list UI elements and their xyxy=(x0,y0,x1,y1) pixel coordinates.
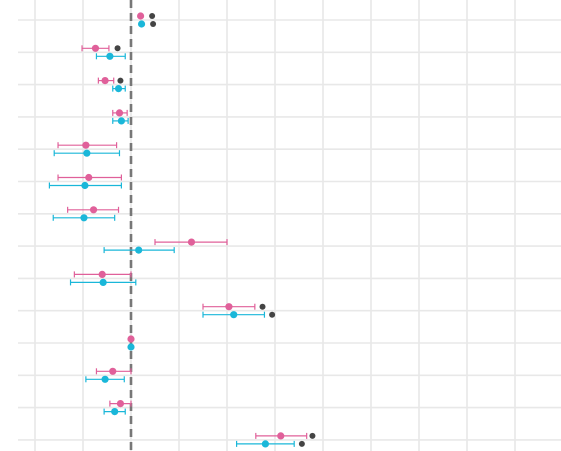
significance-dot xyxy=(269,311,276,318)
data-point xyxy=(101,375,109,383)
data-point xyxy=(82,141,90,149)
significance-dot xyxy=(149,13,156,19)
data-point xyxy=(91,44,100,52)
data-point xyxy=(127,343,135,351)
data-point xyxy=(101,77,109,85)
data-point xyxy=(109,367,117,375)
data-point xyxy=(98,270,106,278)
data-point xyxy=(81,181,89,190)
data-point xyxy=(80,214,88,222)
grid-lines xyxy=(18,0,561,451)
data-point xyxy=(85,173,93,182)
data-point xyxy=(117,117,125,125)
data-marks xyxy=(48,12,316,448)
significance-dot xyxy=(298,440,305,447)
data-point xyxy=(137,20,146,28)
significance-dot xyxy=(117,77,124,84)
data-point xyxy=(225,303,233,311)
data-point xyxy=(135,246,143,254)
data-point xyxy=(111,408,119,416)
significance-dot xyxy=(259,303,266,310)
data-point xyxy=(114,85,123,93)
data-point xyxy=(115,109,124,117)
data-point xyxy=(83,149,91,157)
data-point xyxy=(261,440,269,448)
data-point xyxy=(127,335,135,343)
significance-dot xyxy=(309,432,316,439)
data-point xyxy=(137,12,145,20)
data-point xyxy=(89,206,98,214)
data-point xyxy=(187,238,196,246)
significance-dot xyxy=(114,45,121,52)
data-point xyxy=(106,52,114,60)
data-point xyxy=(277,432,285,440)
data-point xyxy=(116,400,125,408)
data-point xyxy=(99,278,107,286)
significance-dot xyxy=(150,21,157,27)
data-point xyxy=(230,311,238,319)
